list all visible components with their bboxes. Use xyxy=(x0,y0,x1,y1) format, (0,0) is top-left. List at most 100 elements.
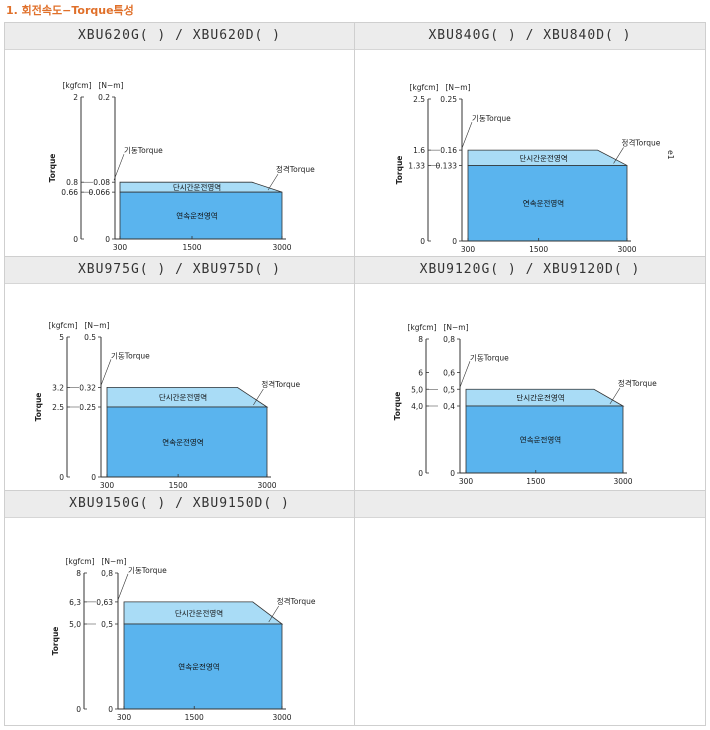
continuous-area-label: 연속운전영역 xyxy=(178,662,219,672)
y-tick-label-nm: 0.133 xyxy=(436,161,458,170)
y-tick-label-kgfcm: 3.2 xyxy=(52,383,64,392)
unit-nm: [N−m] xyxy=(445,83,470,92)
peak-area-label: 단시간운전영역 xyxy=(519,153,567,163)
empty-header xyxy=(355,491,705,518)
peak-area-label: 단시간운전영역 xyxy=(516,393,564,403)
peak-callout-line xyxy=(100,359,112,386)
unit-nm: [N−m] xyxy=(98,81,123,90)
y-tick-label-kgfcm: 6 xyxy=(418,369,423,378)
x-tick-label: 3000 xyxy=(272,713,291,722)
peak-area-label: 단시간운전영역 xyxy=(173,182,221,192)
x-tick-label: 300 xyxy=(100,481,115,490)
y-tick-label-nm: 0.16 xyxy=(440,146,457,155)
y-tick-label-nm: 0.25 xyxy=(79,403,96,412)
continuous-region xyxy=(467,165,628,242)
x-tick-label: 300 xyxy=(459,477,474,486)
chart-cell-xbu975: XBU975G( ) / XBU975D( ) [kgfcm] [N−m] 0.5 5… xyxy=(5,257,355,491)
y-tick-label-nm: 0 xyxy=(450,469,455,478)
y-axis-title: Torque xyxy=(393,392,402,421)
peak-torque-label: 기동Torque xyxy=(470,353,509,362)
peak-torque-label: 기동Torque xyxy=(128,566,167,575)
rated-torque-label: 정격Torque xyxy=(277,596,316,606)
y-tick-label-nm: 0.25 xyxy=(440,95,457,104)
x-tick-label: 1500 xyxy=(526,477,545,486)
peak-area-label: 단시간운전영역 xyxy=(175,608,223,618)
y-tick-label-nm: 0,4 xyxy=(443,402,455,411)
chart-title: XBU9120G( ) / XBU9120D( ) xyxy=(355,257,705,284)
y-axis-title: Torque xyxy=(48,154,57,183)
x-tick-label: 300 xyxy=(461,245,476,254)
chart-cell-xbu9120: XBU9120G( ) / XBU9120D( ) [kgfcm] [N−m] 0,… xyxy=(355,257,705,491)
y-axis-title: Torque xyxy=(51,627,60,656)
y-tick-label-nm: 0 xyxy=(108,705,113,714)
y-tick-label-kgfcm: 5 xyxy=(59,333,64,342)
y-tick-label-kgfcm: 0 xyxy=(76,705,81,714)
y-tick-label-kgfcm: 2.5 xyxy=(413,95,425,104)
rated-torque-label: 정격Torque xyxy=(618,378,657,388)
continuous-region xyxy=(465,405,624,474)
x-tick-label: 3000 xyxy=(257,481,276,490)
continuous-area-label: 연속운전영역 xyxy=(162,437,203,447)
x-tick-label: 300 xyxy=(113,243,128,252)
x-tick-label: 1500 xyxy=(185,713,204,722)
y-tick-label-kgfcm: 0.66 xyxy=(61,188,78,197)
rated-torque-label: 정격Torque xyxy=(276,164,315,174)
peak-torque-label: 기동Torque xyxy=(472,114,511,123)
y-tick-label-nm: 0,5 xyxy=(101,620,113,629)
torque-chart: [kgfcm] [N−m] 0.5 5 0.32 3.2 0.25 2.5 0 0 300 1500 3… xyxy=(34,321,301,490)
y-tick-label-nm: 0.2 xyxy=(98,93,110,102)
torque-chart: [kgfcm] [N−m] 0.25 2.5 0.16 1.6 0.133 1.33 0 0 300… xyxy=(395,83,675,254)
continuous-region xyxy=(106,406,268,478)
y-tick-label-kgfcm: 1.6 xyxy=(413,146,425,155)
y-axis-title: Torque xyxy=(34,393,43,422)
continuous-area-label: 연속운전영역 xyxy=(520,435,561,445)
torque-chart: [kgfcm] [N−m] 0,8 8 0,63 6,3 0,5 5,0 0 0 300 1500 30… xyxy=(51,557,316,722)
continuous-area-label: 연속운전영역 xyxy=(176,211,217,221)
continuous-area-label: 연속운전영역 xyxy=(523,198,564,208)
y-tick-label-kgfcm: 2 xyxy=(73,93,78,102)
y-tick-label-kgfcm: 0 xyxy=(59,473,64,482)
section-title: 1. 회전속도−Torque특성 xyxy=(6,4,134,17)
chart-title: XBU620G( ) / XBU620D( ) xyxy=(5,23,354,50)
y-tick-label-nm: 0,63 xyxy=(96,598,113,607)
rated-callout-line xyxy=(613,147,624,164)
unit-kgfcm: [kgfcm] xyxy=(65,557,94,566)
x-tick-label: 3000 xyxy=(613,477,632,486)
y-tick-label-nm: 0.5 xyxy=(84,333,96,342)
continuous-region xyxy=(123,623,283,710)
unit-nm: [N−m] xyxy=(101,557,126,566)
y-tick-label-nm: 0,6 xyxy=(443,369,455,378)
rated-callout-line xyxy=(609,387,621,405)
y-tick-label-nm: 0.32 xyxy=(79,383,96,392)
unit-kgfcm: [kgfcm] xyxy=(409,83,438,92)
chart-cell-xbu9150: XBU9150G( ) / XBU9150D( ) [kgfcm] [N−m] 0,… xyxy=(5,491,355,725)
y-tick-label-kgfcm: 5,0 xyxy=(69,620,81,629)
x-tick-label: 1500 xyxy=(529,245,548,254)
y-tick-label-kgfcm: 4,0 xyxy=(411,402,423,411)
x-tick-label: 300 xyxy=(117,713,132,722)
unit-kgfcm: [kgfcm] xyxy=(407,323,436,332)
y-tick-label-kgfcm: 0 xyxy=(420,237,425,246)
y-tick-label-nm: 0 xyxy=(452,237,457,246)
y-tick-label-kgfcm: 1.33 xyxy=(408,161,425,170)
y-tick-label-nm: 0,5 xyxy=(443,385,455,394)
y-tick-label-kgfcm: 8 xyxy=(76,569,81,578)
unit-kgfcm: [kgfcm] xyxy=(48,321,77,330)
unit-nm: [N−m] xyxy=(84,321,109,330)
y-tick-label-nm: 0.08 xyxy=(93,178,110,187)
peak-callout-line xyxy=(113,154,125,181)
chart-cell-xbu840: XBU840G( ) / XBU840D( ) [kgfcm] [N−m] 0.25… xyxy=(355,23,705,257)
y-tick-label-nm: 0 xyxy=(91,473,96,482)
rated-torque-label: 정격Torque xyxy=(622,137,661,147)
x-tick-label: 1500 xyxy=(182,243,201,252)
x-tick-label: 1500 xyxy=(169,481,188,490)
y-tick-label-kgfcm: 2.5 xyxy=(52,403,64,412)
y-tick-label-kgfcm: 5,0 xyxy=(411,385,423,394)
y-tick-label-kgfcm: 0 xyxy=(418,469,423,478)
peak-callout-line xyxy=(117,573,129,601)
y-axis-title: Torque xyxy=(395,156,404,185)
y-tick-label-kgfcm: 8 xyxy=(418,335,423,344)
y-tick-label-nm: 0 xyxy=(105,235,110,244)
x-tick-label: 3000 xyxy=(272,243,291,252)
